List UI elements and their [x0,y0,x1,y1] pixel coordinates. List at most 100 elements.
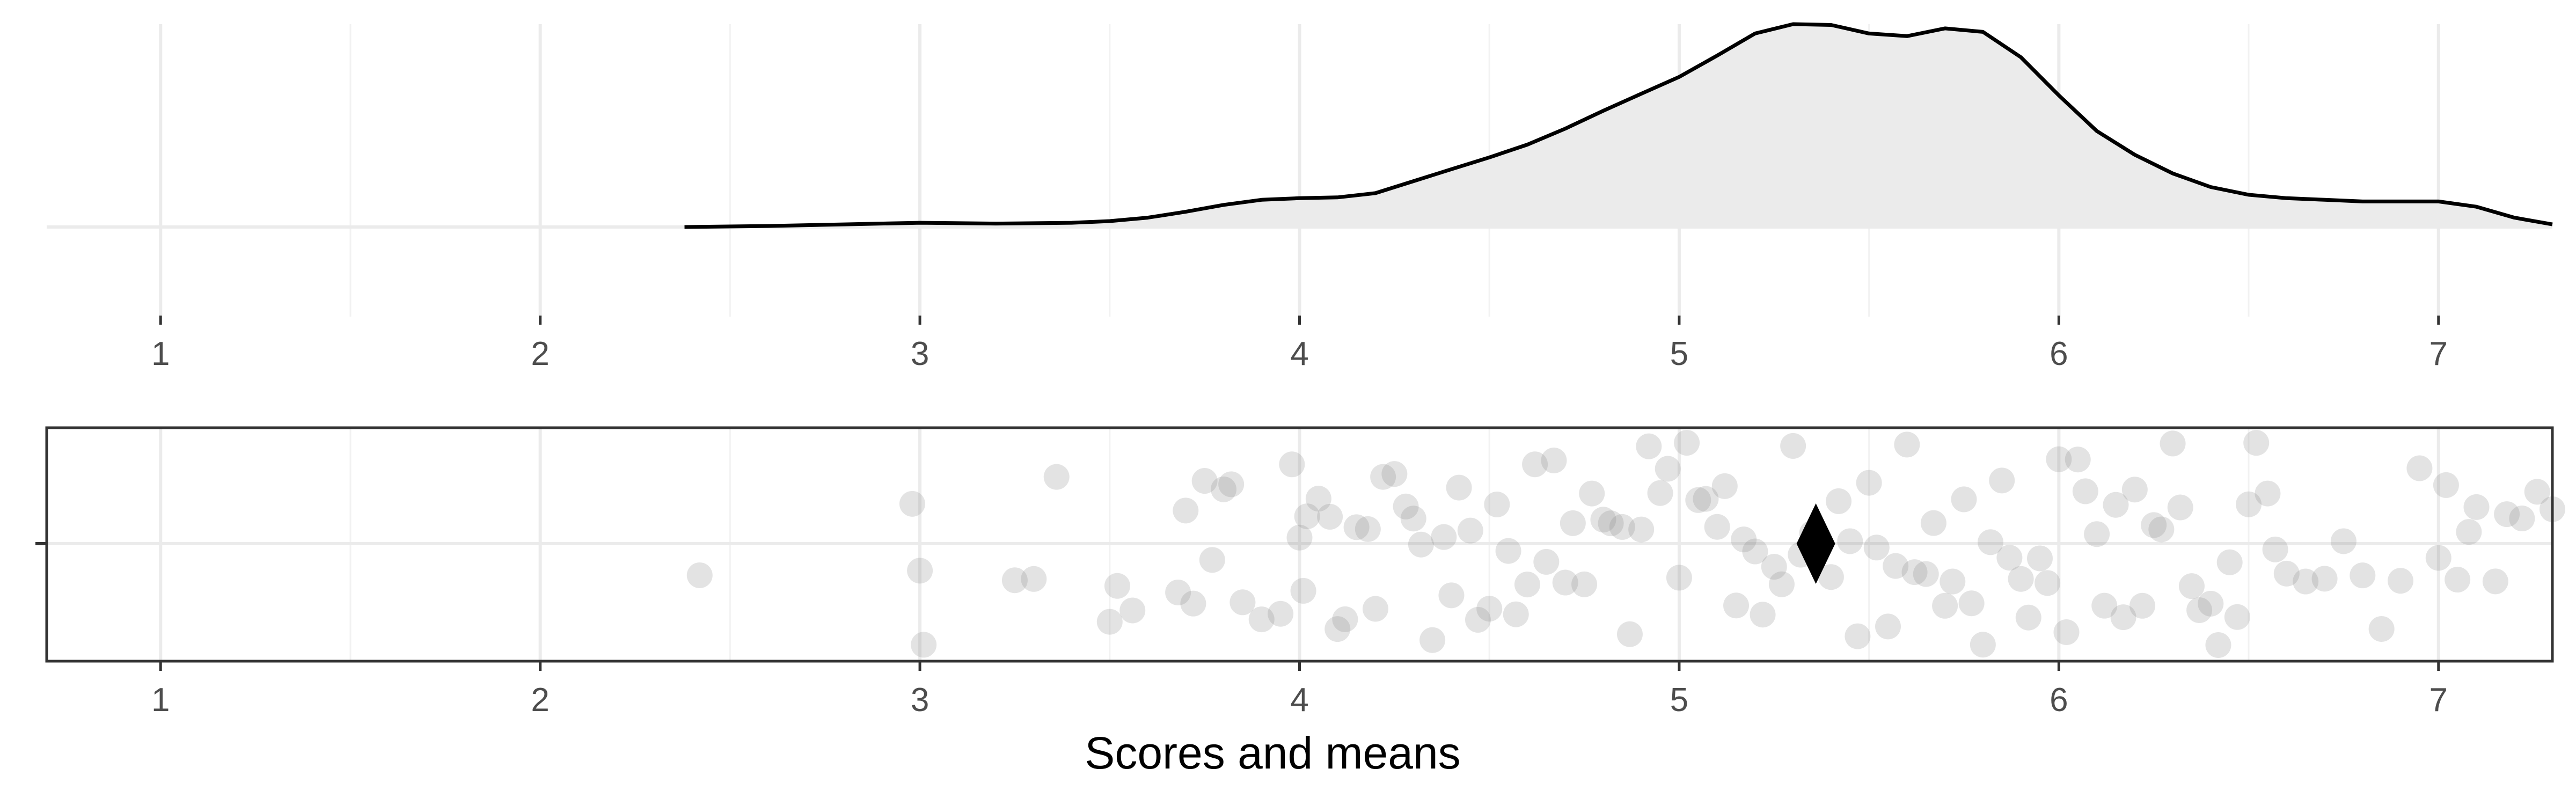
scatter-point [2262,536,2288,562]
scatter-point [1119,597,1146,624]
scatter-point [1343,514,1370,540]
scatter-point [1541,448,1567,474]
scatter-point [1940,568,1966,595]
scatter-point [1731,526,1757,553]
scatter-point [1932,592,1958,619]
scatter-point [1826,488,1852,514]
density-panel: 1 2 3 4 5 6 7 [47,22,2553,372]
scatter-point [2205,632,2231,658]
scatter-point [1996,545,2023,571]
scatter-point [1875,613,1901,640]
scatter-point [1173,497,1199,524]
scatter-point [1370,464,1396,490]
scatter-point [1419,627,1446,653]
scatter-point [899,491,925,517]
scatter-point [1438,582,1465,609]
scatter-point [1400,506,1426,532]
scatter-point [2167,494,2193,521]
scatter-point [1598,510,1624,537]
x-tick-label: 5 [1670,682,1688,719]
scatter-point [1043,464,1070,490]
scatter-point [2350,562,2376,589]
scatter-point [1211,476,1237,502]
scatter-point [1408,531,1434,558]
scatter-point [1180,590,1206,617]
scatter-point [2091,592,2118,619]
scatter-point [2236,491,2262,517]
scatter-point [2046,446,2072,472]
scatter-point [2129,592,2155,619]
scatter-point [1894,431,1920,458]
scatter-point [1522,451,1548,478]
density-x-axis: 1 2 3 4 5 6 7 [151,316,2448,372]
scatter-point [1286,524,1313,551]
x-tick-label: 5 [1670,335,1688,372]
scatter-point [1431,524,1457,550]
scatter-point [2072,478,2098,504]
scatter-point [1514,572,1540,598]
scatter-point [1920,510,1946,536]
scatter-point [1248,606,1275,633]
scatter-point [1590,507,1616,533]
scatter-x-axis: 1 2 3 4 5 6 7 [151,661,2448,719]
scatter-point [2494,501,2520,528]
scatter-point [2084,521,2110,547]
x-tick-label: 1 [151,682,170,719]
scatter-point [1165,579,1191,605]
scatter-point [1970,632,1996,658]
scatter-point [1393,493,1419,519]
scatter-point [1230,589,1256,616]
scatter-point [2433,472,2459,498]
x-tick-label: 6 [2050,335,2068,372]
scatter-point [1021,566,1047,592]
scatter-point [1674,430,1700,456]
scatter-point [1279,451,1305,478]
scatter-point [1666,565,1692,591]
scatter-point [1305,486,1331,512]
scatter-point [2224,604,2250,630]
x-tick-label: 2 [531,335,549,372]
x-tick-label: 2 [531,682,549,719]
scatter-point [1579,480,1605,507]
scatter-point [1324,616,1351,642]
scatter-point [2053,619,2080,645]
scatter-point [2524,479,2550,505]
scatter-point [2148,516,2175,543]
scatter-point [2065,447,2091,473]
density-grid [47,24,2552,317]
x-axis-title: Scores and means [1085,728,1460,778]
scatter-point [1742,538,1768,565]
scatter-point [2388,568,2414,594]
scatter-point [1711,473,1738,499]
scatter-point [1768,571,1795,597]
scatter-panel: 1 2 3 4 5 6 7 Scores and means [35,426,2565,778]
scatter-point [2445,567,2471,593]
scatter-point [1655,456,1681,482]
scatter-point [1104,573,1130,599]
scatter-point [1958,590,1985,617]
scatter-points [686,430,2565,658]
scatter-point [1001,567,1028,594]
scatter-point [1863,535,1890,561]
scatter-point [1750,602,1776,628]
scatter-point [2273,560,2300,587]
scatter-point [1317,503,1343,530]
x-tick-label: 7 [2429,682,2448,719]
scatter-point [1636,433,1662,459]
scatter-point [2216,549,2243,575]
scatter-point [2243,430,2270,456]
scatter-point [1457,517,1483,544]
scatter-point [1381,461,1408,487]
scatter-point [1571,571,1598,597]
scatter-point [2311,566,2338,592]
mean-diamond-marker [1796,503,1835,584]
scatter-point [2368,616,2395,642]
scatter-point [2186,597,2213,623]
scatter-point [1951,486,1977,513]
scatter-point [1693,486,1719,512]
scatter-point [1780,433,1806,459]
scatter-point [1533,548,1560,575]
scatter-point [1355,516,1381,542]
scatter-point [2198,590,2224,617]
